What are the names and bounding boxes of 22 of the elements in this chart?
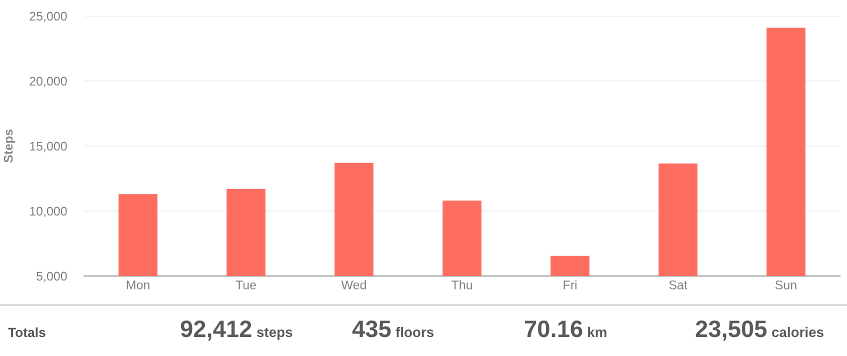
text: 23,505 — [696, 320, 767, 341]
text: 92,412 — [180, 320, 252, 341]
text: calories — [772, 326, 824, 338]
y-tick-label: 25,000 — [30, 12, 67, 22]
x-tick-label: Sat — [669, 280, 688, 290]
text: floors — [396, 326, 434, 338]
y-axis-title: Steps — [4, 129, 16, 163]
y-tick-label: 10,000 — [30, 206, 67, 218]
text: Totals — [8, 327, 46, 338]
x-tick-label: Mon — [126, 280, 150, 290]
x-tick-label: Fri — [564, 280, 576, 290]
y-tick-label: 20,000 — [30, 76, 67, 88]
text: steps — [256, 328, 292, 340]
y-tick-label: 5,000 — [36, 272, 67, 282]
y-tick-label: 15,000 — [30, 142, 67, 152]
x-tick-label: Wed — [341, 280, 366, 290]
text: 435 — [352, 320, 391, 338]
text: 70.16 — [525, 320, 582, 338]
x-tick-label: Thu — [452, 280, 472, 290]
x-tick-label: Tue — [236, 280, 256, 290]
text: km — [588, 326, 606, 337]
x-tick-label: Sun — [775, 280, 796, 290]
